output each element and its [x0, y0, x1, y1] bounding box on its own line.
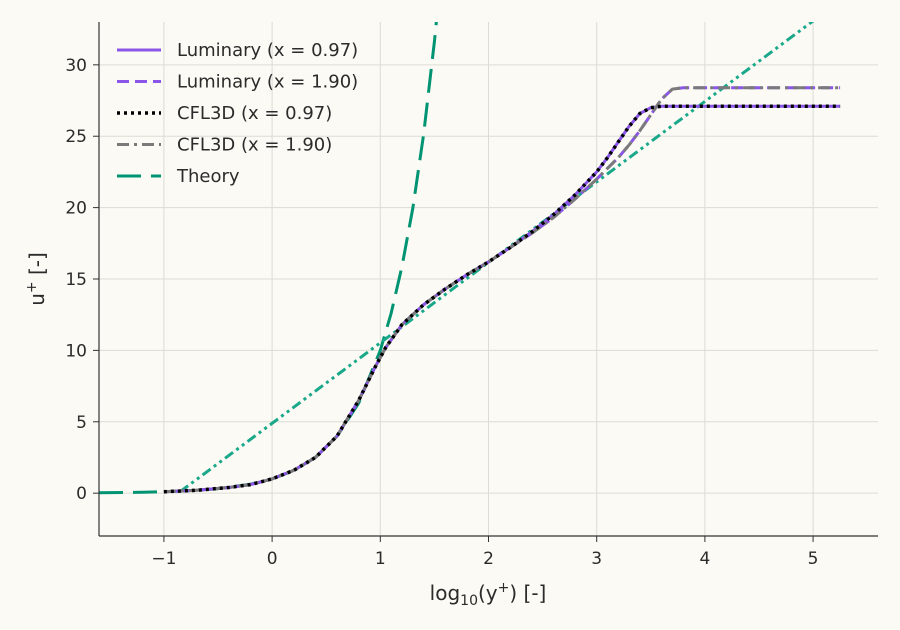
series-line-3: [163, 86, 841, 494]
legend-label: Luminary (x = 0.97): [177, 40, 358, 61]
y-tick-label: 5: [76, 413, 87, 433]
legend-label: CFL3D (x = 1.90): [177, 135, 332, 156]
x-axis-label-sub: 10: [460, 593, 478, 609]
y-tick-label: 25: [65, 127, 87, 147]
x-tick-label: 0: [267, 549, 278, 569]
y-tick-label: 10: [65, 341, 87, 361]
grid: [99, 22, 878, 536]
legend-label: CFL3D (x = 0.97): [177, 103, 332, 124]
x-tick-label: 5: [808, 549, 819, 569]
y-axis-label-sup: +: [24, 281, 40, 293]
ticks: −1 0 1 2 3 4 5 0 5 10 15 20 25 30: [65, 56, 818, 569]
y-axis-label-post: [-]: [25, 252, 49, 281]
series-line-2: [163, 104, 841, 494]
y-tick-label: 30: [65, 56, 87, 76]
x-tick-label: 2: [483, 549, 494, 569]
x-axis-label-mid: (y: [478, 581, 498, 605]
x-axis-label-post: ) [-]: [509, 581, 546, 605]
legend-label: Theory: [176, 166, 240, 187]
series-layer: [99, 22, 841, 495]
y-tick-label: 20: [65, 199, 87, 219]
x-tick-label: −1: [151, 549, 176, 569]
axis-labels: log10(y+) [-] u+ [-]: [24, 252, 546, 609]
x-axis-label: log10(y+) [-]: [430, 580, 547, 609]
y-tick-label: 15: [65, 270, 87, 290]
x-tick-label: 1: [375, 549, 386, 569]
legend-label: Luminary (x = 1.90): [177, 72, 358, 93]
x-tick-label: 3: [591, 549, 602, 569]
legend: Luminary (x = 0.97) Luminary (x = 1.90) CF…: [117, 40, 358, 187]
x-tick-label: 4: [699, 549, 710, 569]
x-axis-label-pre: log: [430, 581, 461, 605]
x-axis-label-sup: +: [498, 580, 510, 596]
y-tick-label: 0: [76, 484, 87, 504]
y-axis-label: u+ [-]: [24, 252, 49, 306]
y-axis-label-pre: u: [25, 293, 49, 306]
